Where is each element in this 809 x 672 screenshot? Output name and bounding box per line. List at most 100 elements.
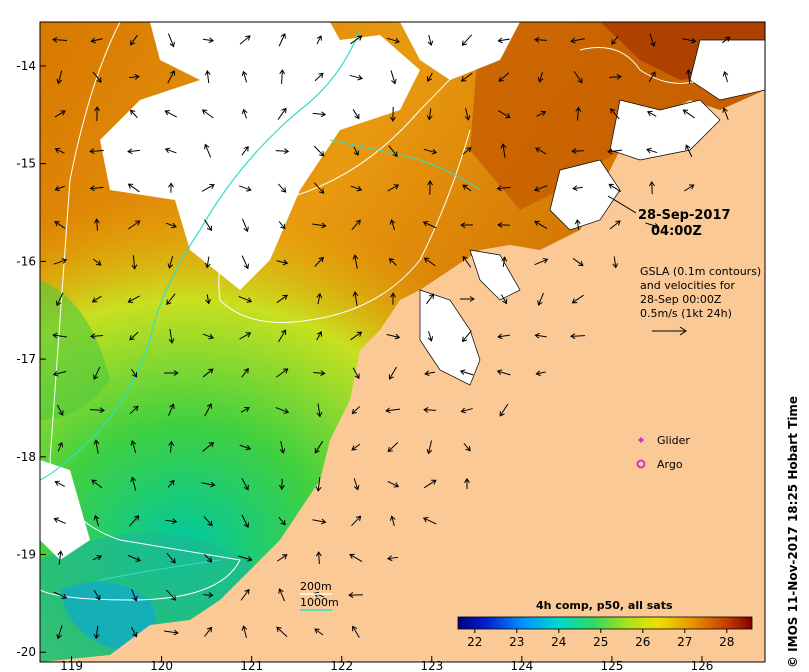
credit-text: © IMOS 11-Nov-2017 18:25 Hobart Time (786, 396, 800, 668)
velocity-arrow (315, 477, 322, 492)
velocity-arrow (275, 407, 290, 414)
velocity-arrow (54, 185, 65, 192)
velocity-arrow (164, 370, 179, 376)
velocity-arrow (497, 333, 510, 340)
velocity-arrow (279, 440, 286, 454)
velocity-arrow (201, 481, 216, 488)
velocity-arrow (89, 185, 104, 192)
velocity-arrow (387, 442, 399, 453)
velocity-arrow (570, 37, 585, 44)
velocity-arrow (460, 222, 473, 228)
velocity-arrow (352, 109, 360, 120)
velocity-arrow (241, 255, 250, 270)
velocity-arrow (277, 183, 287, 193)
velocity-arrow (204, 143, 212, 158)
velocity-arrow (127, 148, 141, 155)
velocity-arrow (426, 108, 433, 121)
velocity-arrow (427, 331, 434, 342)
velocity-arrow (348, 592, 363, 599)
velocity-arrow (166, 293, 176, 306)
velocity-arrow (388, 145, 398, 158)
velocity-arrow (353, 146, 360, 156)
velocity-arrow (312, 222, 327, 229)
velocity-arrow (313, 182, 325, 194)
argo-label: Argo (657, 458, 683, 471)
lat-tick-label: -15 (16, 157, 36, 171)
velocity-arrow (645, 222, 660, 229)
velocity-arrow (128, 515, 140, 527)
lon-tick-label: 126 (691, 659, 714, 672)
velocity-arrow (53, 517, 66, 524)
velocity-arrow (535, 147, 547, 155)
velocity-arrow (52, 36, 67, 43)
velocity-arrow (240, 407, 250, 413)
velocity-arrow (350, 185, 363, 192)
lat-tick-label: -18 (16, 450, 36, 464)
velocity-arrow (351, 443, 361, 451)
velocity-arrow (608, 183, 622, 193)
velocity-arrow (316, 331, 323, 341)
argo-marker-icon (636, 459, 646, 469)
velocity-arrow (241, 70, 248, 83)
velocity-arrow (204, 403, 213, 417)
velocity-arrow (314, 440, 324, 454)
velocity-arrow (534, 258, 549, 266)
velocity-arrow (316, 292, 323, 305)
velocity-arrow (460, 407, 473, 414)
velocity-arrow (165, 222, 177, 229)
velocity-arrow (56, 625, 63, 640)
velocity-arrow (239, 332, 252, 340)
lon-tick-label: 123 (420, 659, 443, 672)
velocity-arrow (461, 330, 472, 343)
velocity-arrow (129, 405, 139, 415)
lat-tick-label: -17 (16, 352, 36, 366)
velocity-arrow (164, 147, 177, 154)
velocity-arrow (56, 70, 63, 85)
longitude-axis: 119 120 121 122 123 124 125 126 (60, 656, 713, 672)
velocity-arrow (685, 69, 692, 85)
velocity-arrow (89, 148, 104, 155)
velocity-arrow (352, 367, 360, 380)
velocity-arrow (609, 73, 622, 80)
velocity-arrow (682, 37, 697, 44)
velocity-arrow (204, 256, 211, 269)
velocity-arrow (130, 476, 137, 491)
velocity-arrow (53, 258, 68, 265)
land (40, 90, 765, 662)
date-label: 28-Sep-2017 (638, 208, 731, 223)
velocity-arrow (462, 147, 472, 155)
velocity-arrow (571, 294, 584, 304)
velocity-arrow (535, 370, 546, 377)
velocity-arrow (427, 34, 434, 47)
velocity-arrow (130, 34, 138, 46)
colorbar-tick-label: 22 (467, 635, 482, 649)
colorbar-tick-label: 27 (677, 635, 692, 649)
velocity-arrow (611, 35, 619, 45)
velocity-arrow (127, 220, 141, 230)
velocity-arrow (314, 628, 324, 636)
velocity-arrow (426, 440, 433, 455)
velocity-arrow (276, 368, 289, 378)
velocity-arrow (167, 33, 175, 48)
velocity-arrow (278, 221, 286, 230)
velocity-arrow (612, 256, 619, 269)
velocity-arrow (54, 110, 66, 118)
velocity-arrow (424, 370, 435, 377)
velocity-arrow (312, 111, 327, 118)
velocity-arrow (239, 444, 252, 451)
velocity-arrow (351, 515, 362, 527)
velocity-arrow (167, 70, 176, 84)
velocity-arrow (241, 368, 249, 378)
velocity-arrow (202, 442, 215, 452)
velocity-arrow (497, 37, 510, 44)
velocity-arrow (204, 553, 213, 563)
velocity-arrow (275, 148, 290, 155)
velocity-arrow (351, 219, 361, 231)
velocity-arrow (131, 255, 138, 270)
gsla-title: GSLA (0.1m contours) (640, 265, 761, 278)
velocity-arrow (463, 442, 471, 452)
velocity-arrow (461, 34, 473, 46)
velocity-arrow (422, 517, 437, 525)
velocity-arrow (349, 553, 363, 562)
velocity-arrow (92, 258, 102, 266)
